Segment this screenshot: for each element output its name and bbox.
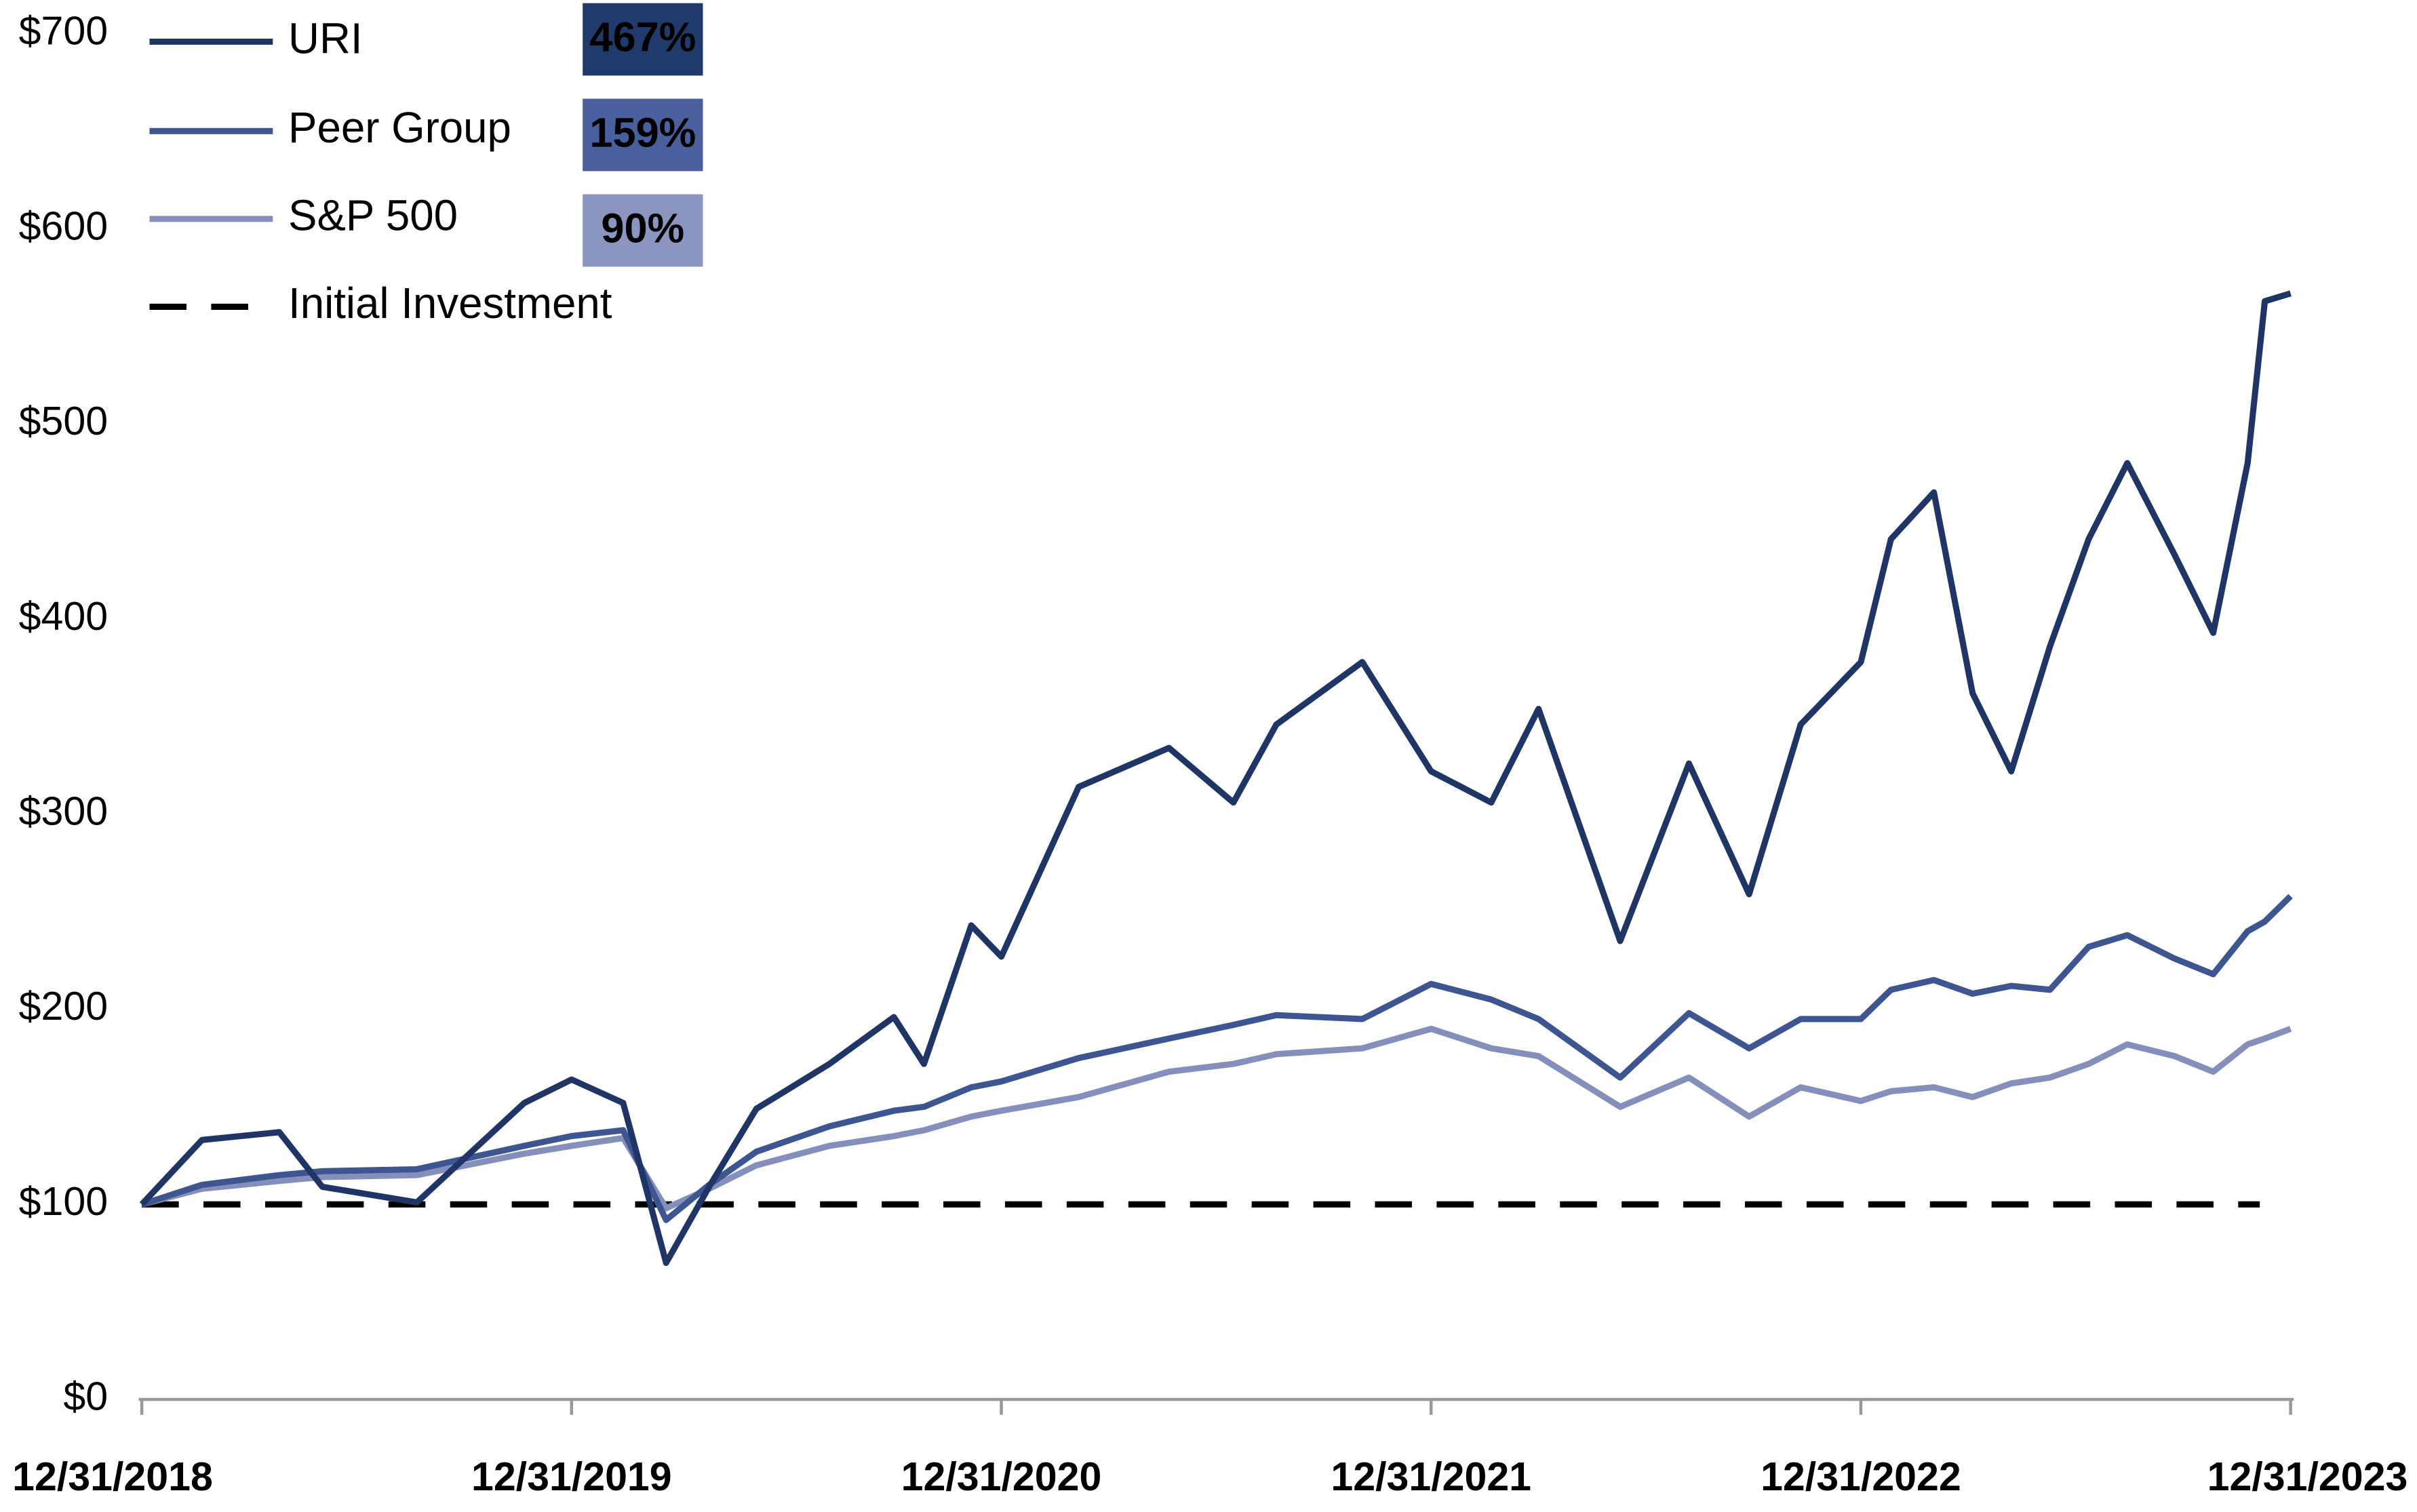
series-line <box>140 894 2293 1223</box>
legend-label: S&P 500 <box>288 192 458 240</box>
x-tick-label: 12/31/2018 <box>12 1454 213 1499</box>
badge <box>583 194 703 267</box>
badge-label: 159% <box>589 109 696 156</box>
x-tick-label: 12/31/2020 <box>901 1454 1102 1499</box>
x-tick-label: 12/31/2021 <box>1331 1454 1531 1499</box>
badge <box>583 98 703 172</box>
legend-label: URI <box>288 14 363 62</box>
y-tick-label: $600 <box>19 203 108 248</box>
badge-label: 467% <box>589 14 696 60</box>
x-tick-label: 12/31/2023 <box>2207 1454 2408 1499</box>
y-tick-label: $700 <box>19 9 108 54</box>
x-tick-label: 12/31/2019 <box>471 1454 672 1499</box>
series-line <box>139 290 2292 1267</box>
legend-label: Peer Group <box>288 104 511 152</box>
x-tick-label: 12/31/2022 <box>1761 1454 1961 1499</box>
y-tick-label: $100 <box>19 1179 108 1224</box>
series-line <box>140 1025 2292 1212</box>
badge-label: 90% <box>601 205 684 252</box>
y-tick-label: $400 <box>19 594 108 639</box>
legend-label: Initial Investment <box>288 279 612 327</box>
y-tick-label: $300 <box>19 789 108 833</box>
y-tick-label: $200 <box>19 984 108 1029</box>
y-tick-label: $0 <box>63 1374 108 1419</box>
badge <box>583 3 703 76</box>
y-tick-label: $500 <box>19 399 108 443</box>
